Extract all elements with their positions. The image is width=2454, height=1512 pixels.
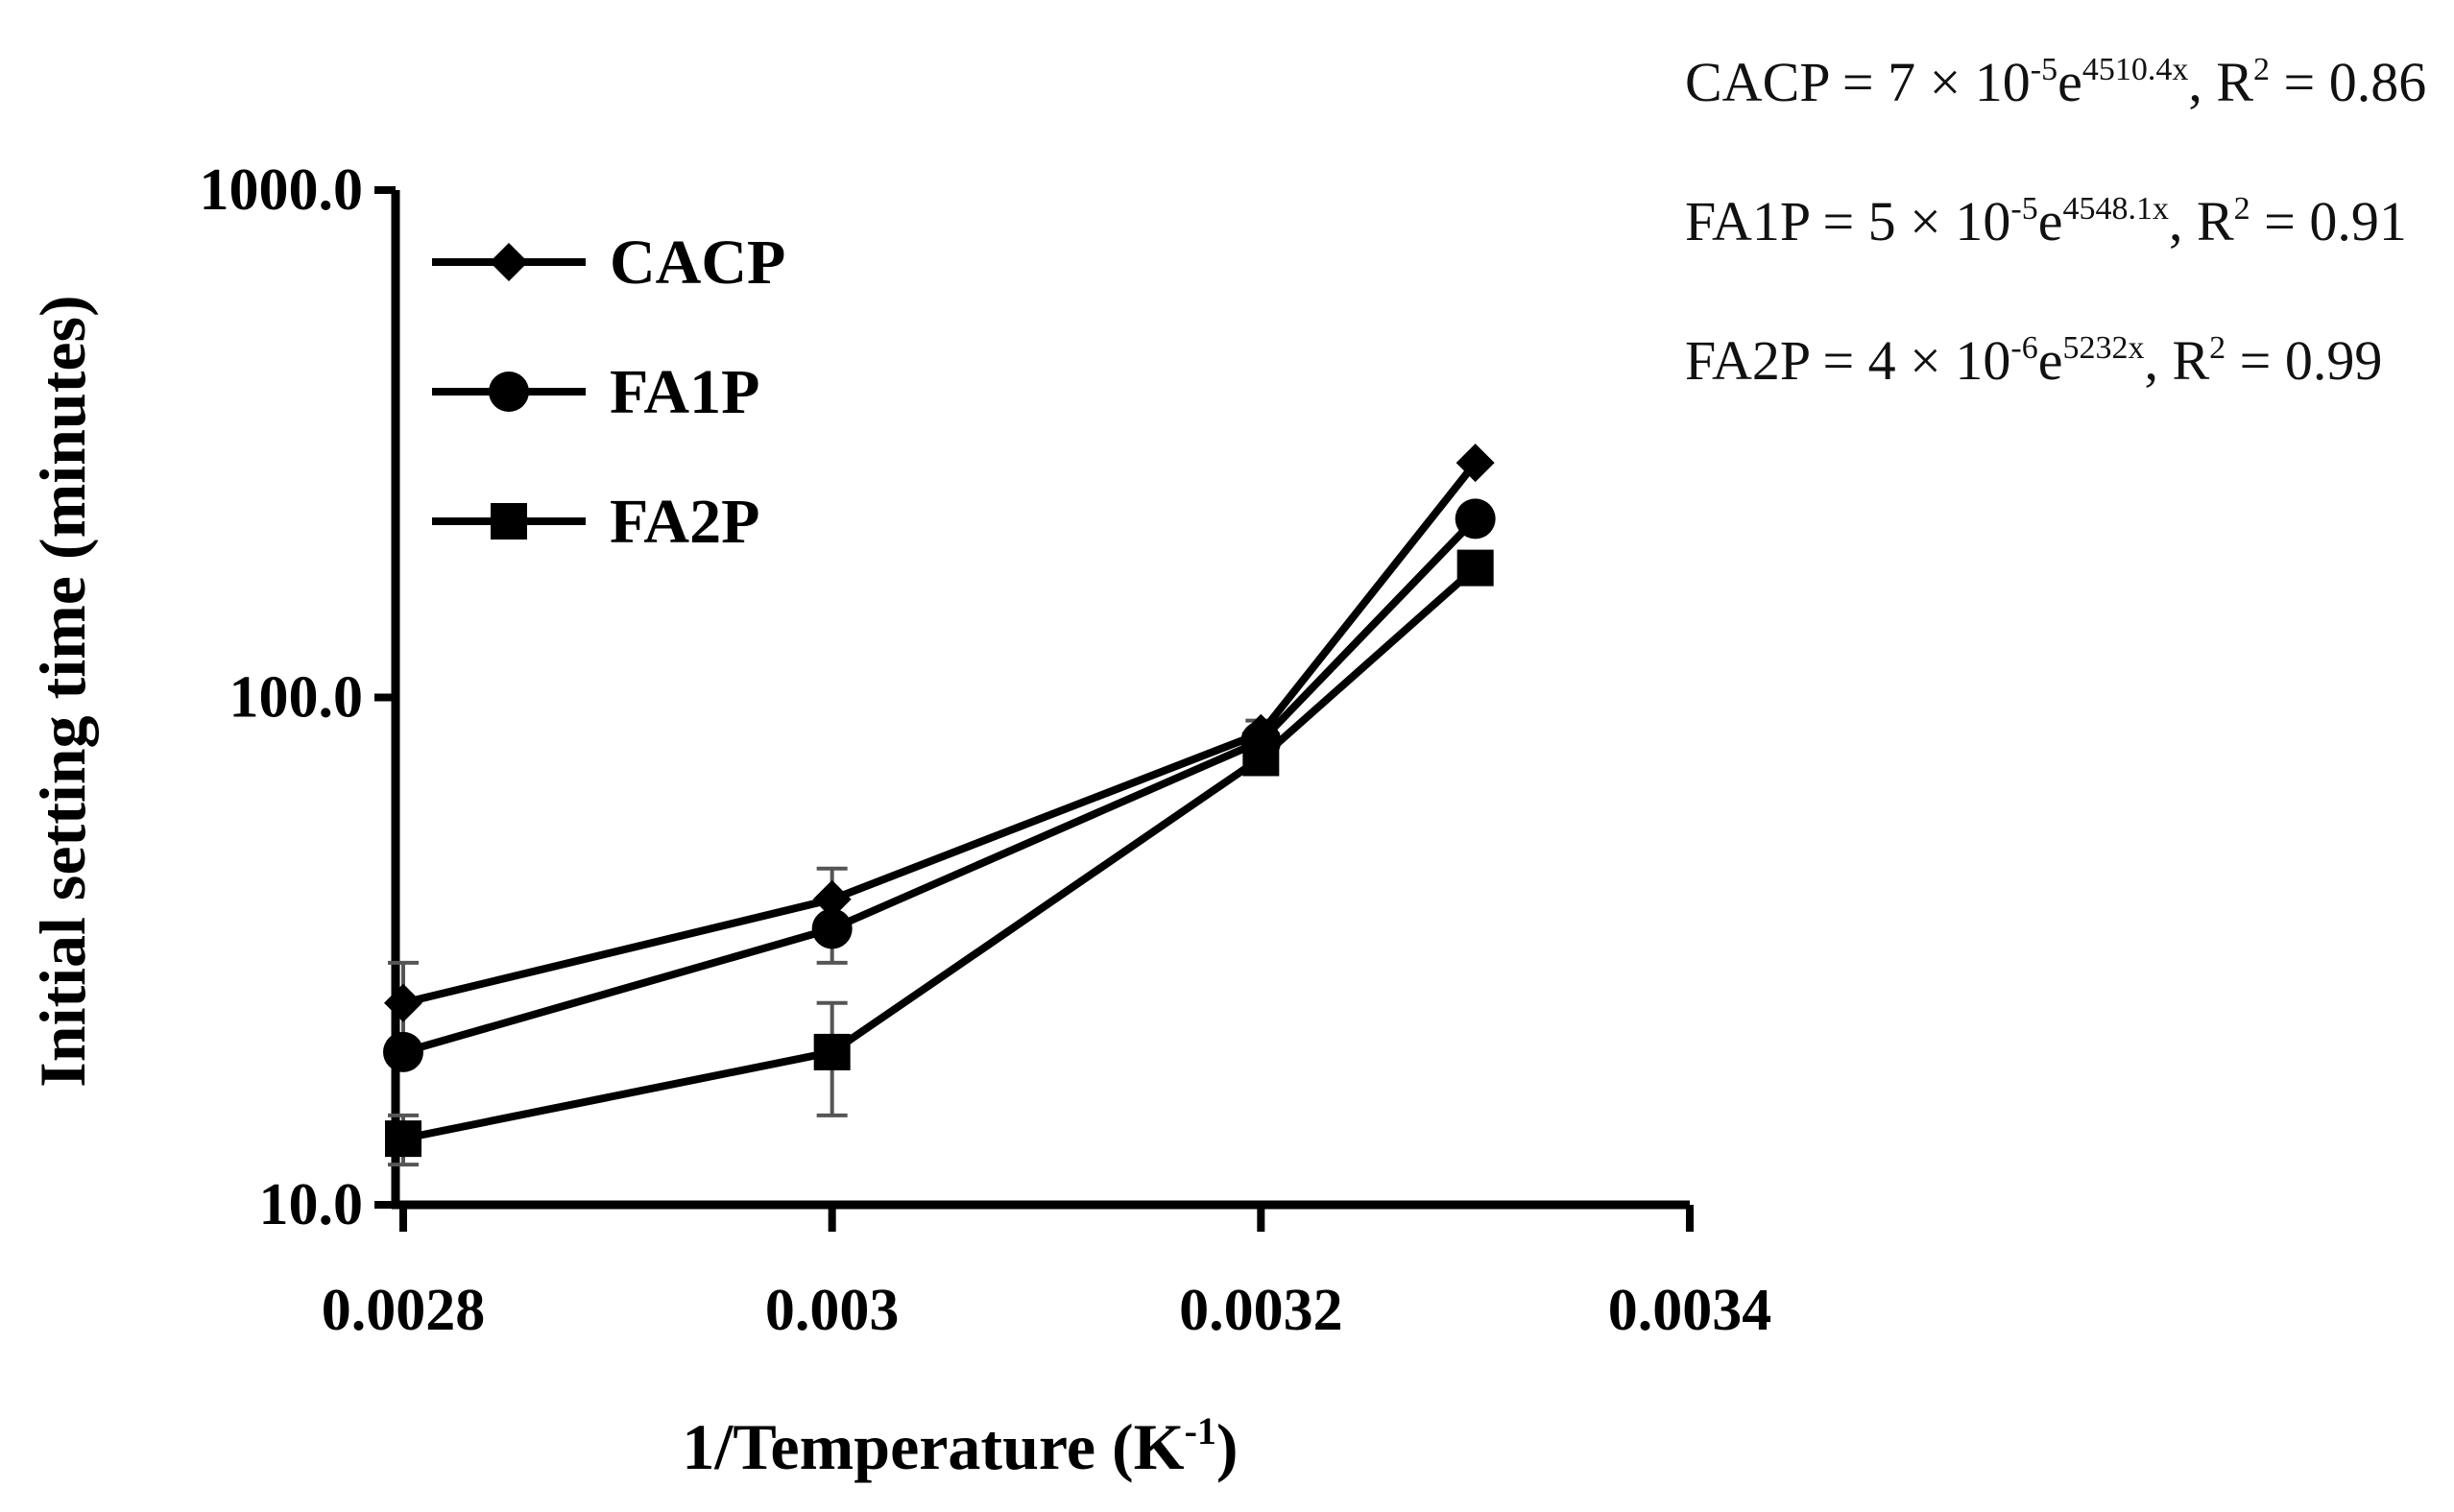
legend-item-fa2p: FA2P (432, 487, 759, 557)
y-axis-title: Initial setting time (minutes) (26, 295, 99, 1087)
legend-marker-fa2p (491, 503, 527, 540)
x-axis-title: 1/Temperature (K-1) (682, 1409, 1238, 1483)
series-line-fa1p (401, 516, 1479, 1056)
legend-label-fa2p: FA2P (610, 487, 759, 557)
point-fa2p-0 (385, 1120, 421, 1158)
point-fa2p-2 (1242, 739, 1280, 777)
equation-cacp: CACP = 7 × 10-5e4510.4x, R2 = 0.86 (1685, 51, 2426, 113)
point-cacp-1 (812, 879, 852, 919)
point-fa1p-0 (383, 1031, 423, 1072)
series-line-fa2p (402, 564, 1479, 1143)
data-markers (383, 444, 1496, 1158)
y-tick-label: 100.0 (229, 665, 364, 731)
point-fa2p-1 (813, 1033, 851, 1070)
legend-marker-fa1p (489, 372, 529, 412)
legend-marker-cacp (490, 243, 528, 281)
legend-label-cacp: CACP (610, 228, 785, 298)
x-tick-label: 0.0034 (1608, 1278, 1772, 1343)
y-tick-label: 1000.0 (200, 157, 364, 223)
series-lines (401, 460, 1479, 1143)
series-line-cacp (402, 460, 1479, 1007)
x-tick-label: 0.003 (765, 1278, 900, 1343)
y-tick-label: 10.0 (259, 1172, 364, 1237)
point-fa1p-3 (1455, 498, 1496, 540)
x-tick-label: 0.0032 (1179, 1278, 1343, 1343)
legend-item-cacp: CACP (432, 228, 785, 298)
legend-item-fa1p: FA1P (432, 357, 759, 427)
legend: CACP FA1P FA2P (432, 228, 785, 557)
point-fa1p-1 (811, 908, 853, 949)
point-fa2p-3 (1456, 549, 1494, 587)
point-cacp-3 (1456, 444, 1495, 483)
point-cacp-0 (384, 983, 422, 1022)
axes: 10.0 100.0 1000.0 0.0028 0.003 0.0032 0.0034 (200, 157, 1772, 1343)
regression-equations: CACP = 7 × 10-5e4510.4x, R2 = 0.86 FA1P … (1685, 51, 2426, 392)
x-tick-label: 0.0028 (322, 1278, 486, 1343)
legend-label-fa1p: FA1P (610, 357, 759, 427)
equation-fa2p: FA2P = 4 × 10-6e5232x, R2 = 0.99 (1685, 329, 2382, 392)
equation-fa1p: FA1P = 5 × 10-5e4548.1x, R2 = 0.91 (1685, 190, 2407, 252)
